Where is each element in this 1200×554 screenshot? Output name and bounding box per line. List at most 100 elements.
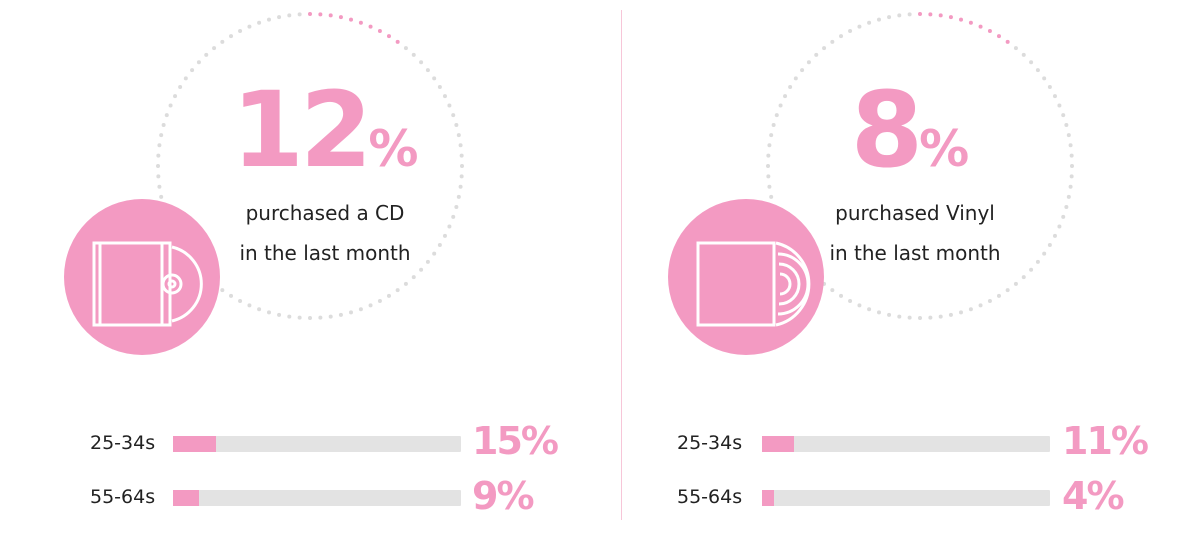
ring-dot xyxy=(1064,205,1069,210)
ring-dot xyxy=(212,46,217,51)
ring-dot xyxy=(1047,242,1052,247)
ring-dot-accent xyxy=(938,13,943,18)
ring-dot xyxy=(848,298,853,303)
ring-dot xyxy=(178,85,183,90)
caption-line-1: purchased Vinyl xyxy=(835,201,995,225)
ring-dot xyxy=(196,60,201,65)
ring-dot xyxy=(277,312,282,317)
ring-dot xyxy=(386,293,391,298)
ring-dot xyxy=(220,39,225,44)
ring-dot xyxy=(800,68,805,73)
ring-dot xyxy=(978,303,983,308)
vinyl-panel: 8% purchased Vinyl in the last month 25-… xyxy=(600,0,1200,554)
ring-dot xyxy=(458,184,463,189)
bar-value-55-64: 4% xyxy=(1062,474,1124,518)
ring-dot xyxy=(419,60,424,65)
dotted-ring xyxy=(156,12,464,320)
bar-track-25-34 xyxy=(173,436,461,452)
ring-dot xyxy=(867,20,872,25)
ring-dot xyxy=(328,314,333,319)
ring-dot xyxy=(156,174,161,179)
ring-dot xyxy=(839,34,844,39)
ring-dot xyxy=(1042,251,1047,256)
ring-dot xyxy=(432,251,437,256)
bar-label-25-34: 25-34s xyxy=(90,432,156,454)
ring-dot xyxy=(168,103,173,108)
ring-dot xyxy=(830,39,835,44)
ring-dot xyxy=(403,281,408,286)
ring-dot xyxy=(887,312,892,317)
ring-dot xyxy=(876,310,881,315)
dotted-ring xyxy=(766,12,1074,320)
ring-dot xyxy=(1068,143,1073,148)
ring-dot xyxy=(897,314,902,319)
ring-dot xyxy=(1013,281,1018,286)
ring-dot xyxy=(1021,52,1026,57)
ring-dot xyxy=(308,316,312,320)
ring-dot xyxy=(1035,68,1040,73)
headline-percentage: 8% xyxy=(810,78,1010,182)
ring-dot-accent xyxy=(918,12,922,16)
ring-dot xyxy=(938,314,943,319)
ring-dot xyxy=(437,85,442,90)
ring-dot xyxy=(460,164,464,168)
ring-dot xyxy=(287,314,292,319)
ring-dot xyxy=(266,17,271,22)
cd-case-icon xyxy=(64,199,220,355)
ring-dot xyxy=(766,153,771,158)
ring-dot xyxy=(157,184,162,189)
ring-dot xyxy=(769,133,774,138)
ring-dot-accent xyxy=(328,13,333,18)
bar-value-25-34: 11% xyxy=(1062,419,1149,463)
ring-dot-accent xyxy=(987,29,992,34)
ring-dot xyxy=(183,76,188,81)
ring-dot xyxy=(793,76,798,81)
ring-dot xyxy=(1066,194,1071,199)
bar-fill-55-64 xyxy=(762,490,774,506)
bar-fill-55-64 xyxy=(173,490,199,506)
ring-dot xyxy=(229,34,234,39)
ring-dot xyxy=(454,122,459,127)
ring-dot-accent xyxy=(386,34,391,39)
ring-dot xyxy=(822,46,827,51)
ring-dot xyxy=(411,275,416,280)
ring-dot xyxy=(1042,76,1047,81)
ring-dot xyxy=(403,46,408,51)
bar-track-55-64 xyxy=(762,490,1050,506)
bar-label-55-64: 55-64s xyxy=(677,486,743,508)
ring-dot xyxy=(857,303,862,308)
ring-dot xyxy=(1061,214,1066,219)
ring-dot xyxy=(456,133,461,138)
ring-dot xyxy=(459,153,464,158)
ring-dot xyxy=(907,12,912,17)
ring-dot-accent xyxy=(996,34,1001,39)
caption-line-1: purchased a CD xyxy=(245,201,405,225)
ring-dot xyxy=(368,303,373,308)
ring-dot xyxy=(788,85,793,90)
caption-line-2: in the last month xyxy=(829,241,1001,265)
ring-dot-accent xyxy=(978,24,983,29)
ring-dot xyxy=(318,315,323,320)
ring-dot xyxy=(459,174,464,179)
headline-unit: % xyxy=(368,120,419,178)
ring-dot xyxy=(897,13,902,18)
ring-dot xyxy=(432,76,437,81)
bar-label-25-34: 25-34s xyxy=(677,432,743,454)
headline-unit: % xyxy=(919,120,970,178)
headline-percentage: 12% xyxy=(210,78,440,182)
bar-value-25-34: 15% xyxy=(472,419,559,463)
ring-dot xyxy=(1013,46,1018,51)
ring-dot xyxy=(1068,184,1073,189)
ring-dot xyxy=(1069,153,1074,158)
headline-value: 8 xyxy=(850,69,923,191)
ring-dot xyxy=(425,259,430,264)
ring-dot xyxy=(437,242,442,247)
ring-dot xyxy=(1029,267,1034,272)
ring-dot xyxy=(156,164,160,168)
ring-dot xyxy=(419,267,424,272)
ring-dot xyxy=(1052,233,1057,238)
ring-dot xyxy=(774,113,779,118)
ring-dot xyxy=(287,13,292,18)
ring-dot xyxy=(1035,259,1040,264)
ring-dot xyxy=(767,184,772,189)
